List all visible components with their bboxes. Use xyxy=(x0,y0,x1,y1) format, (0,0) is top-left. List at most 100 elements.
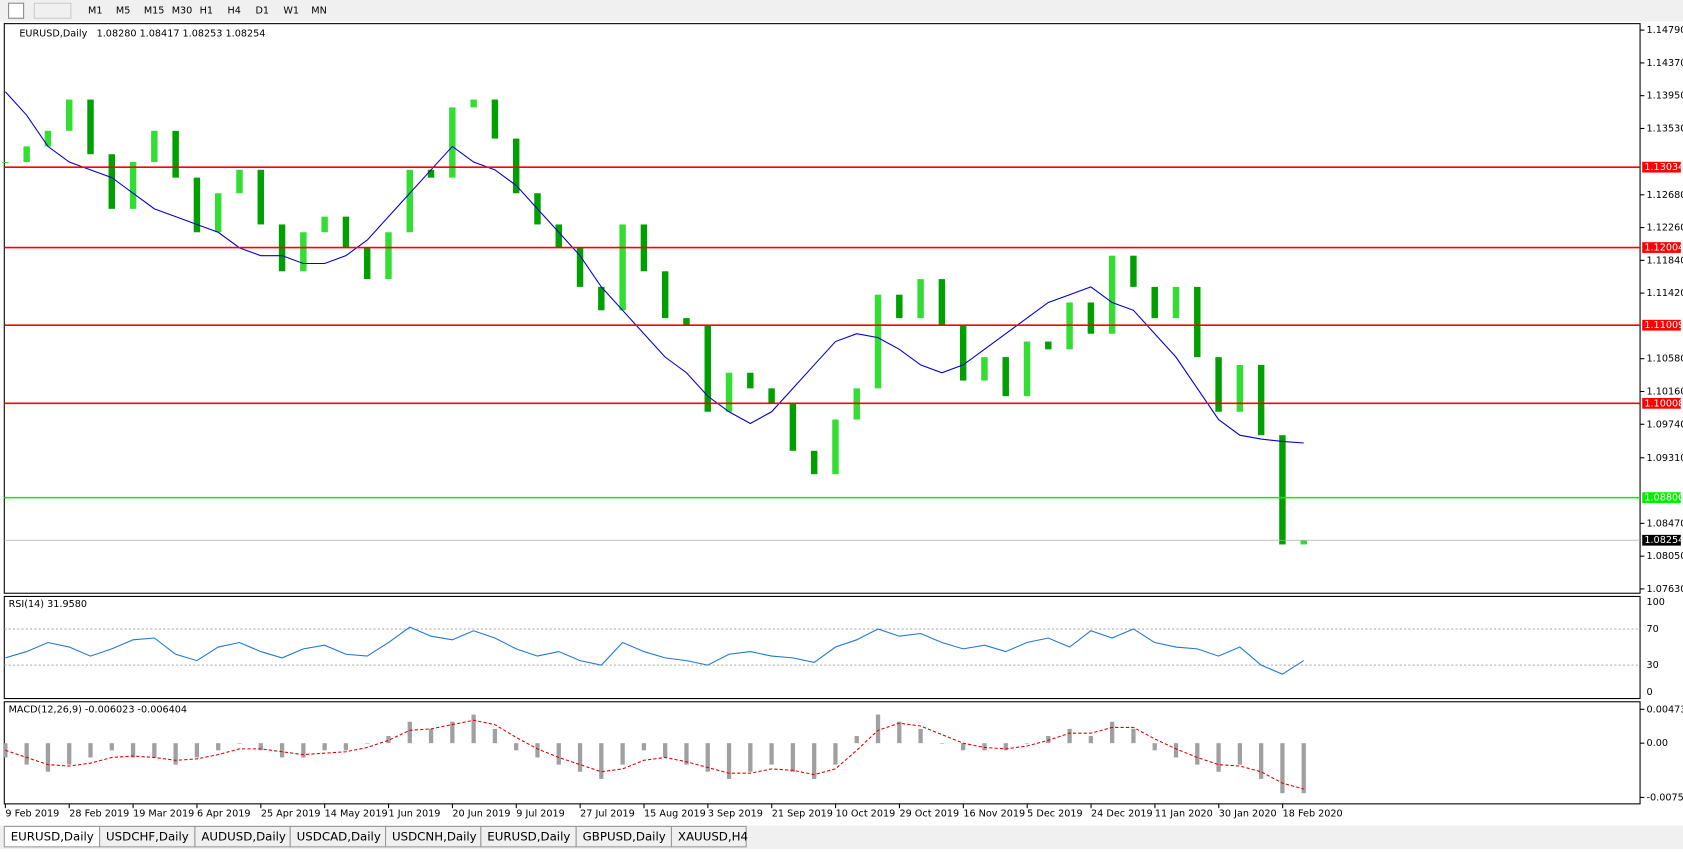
chart-tab-label[interactable]: AUDUSD,Daily xyxy=(201,830,286,844)
macd-bar xyxy=(1003,743,1008,751)
x-tick-label: 14 May 2019 xyxy=(325,809,388,820)
candle xyxy=(257,169,264,225)
macd-bar xyxy=(939,743,945,744)
candle xyxy=(619,224,626,311)
chart-tab[interactable] xyxy=(670,825,747,848)
chart-tab-label[interactable]: EURUSD,Daily xyxy=(11,830,94,844)
macd-bar xyxy=(24,743,29,765)
candle xyxy=(172,130,179,178)
candle xyxy=(810,450,818,475)
quote: 1.08280 1.08417 1.08253 1.08254 xyxy=(97,28,266,39)
macd-bar xyxy=(1067,728,1072,744)
x-tick-label: 6 Apr 2019 xyxy=(197,809,251,820)
macd-bar xyxy=(684,743,689,765)
timeframe-button[interactable]: H1 xyxy=(200,6,213,17)
rsi-tick-label: 70 xyxy=(1647,624,1659,635)
candle xyxy=(406,169,413,233)
macd-bar xyxy=(620,743,625,765)
candle xyxy=(512,138,520,194)
x-tick-label: 30 Jan 2020 xyxy=(1219,809,1277,820)
macd-bar xyxy=(67,743,72,765)
timeframe-button[interactable]: M1 xyxy=(88,6,102,17)
candle xyxy=(1215,357,1222,412)
timeframe-button[interactable]: H4 xyxy=(228,6,241,17)
macd-bar xyxy=(577,743,583,772)
macd-bar xyxy=(237,743,242,744)
chart-tab-label[interactable]: USDCNH,Daily xyxy=(392,830,477,844)
macd-bar xyxy=(1024,743,1030,744)
candle xyxy=(1130,255,1137,287)
candle xyxy=(704,325,711,412)
candle xyxy=(1194,286,1201,358)
candle xyxy=(1279,435,1286,545)
candle xyxy=(1151,286,1158,319)
timeframe-button[interactable]: D1 xyxy=(255,6,269,17)
macd-pane xyxy=(3,701,1641,805)
level-tag xyxy=(1642,397,1681,409)
candle xyxy=(874,294,882,389)
x-tick-label: 28 Feb 2019 xyxy=(69,809,129,820)
x-tick-label: 27 Jul 2019 xyxy=(580,809,635,820)
candle xyxy=(768,388,775,404)
candle xyxy=(151,130,158,163)
rsi-tick-label: 30 xyxy=(1647,660,1659,671)
candle xyxy=(214,193,222,233)
x-tick-label: 21 Sep 2019 xyxy=(772,809,833,820)
macd-bar xyxy=(1110,721,1115,744)
candle xyxy=(576,247,584,287)
text-tool[interactable] xyxy=(8,2,25,19)
y-tick-label: 1.11840 xyxy=(1647,255,1683,266)
candle xyxy=(300,232,307,272)
candle xyxy=(1172,286,1180,319)
candle xyxy=(236,169,243,194)
macd-bar xyxy=(152,743,157,758)
timeframe-button[interactable]: M30 xyxy=(172,6,193,17)
level-tag xyxy=(1642,319,1681,331)
chart-tab-label[interactable]: GBPUSD,Daily xyxy=(583,830,666,844)
chart-tab-label[interactable]: XAUUSD,H4 xyxy=(678,830,748,844)
chart-tab-label[interactable]: USDCAD,Daily xyxy=(297,830,381,844)
y-tick-label: 1.10160 xyxy=(1647,386,1683,397)
candle xyxy=(598,286,605,311)
macd-bar xyxy=(216,743,221,751)
macd-bar xyxy=(1173,743,1179,758)
macd-bar xyxy=(194,743,200,758)
y-tick-label: 1.08470 xyxy=(1647,518,1683,529)
x-tick-label: 5 Dec 2019 xyxy=(1027,809,1083,820)
macd-bar xyxy=(1131,728,1136,744)
timeframe-button[interactable]: M5 xyxy=(116,6,130,17)
y-tick-label: 1.14790 xyxy=(1647,25,1683,36)
macd-bar xyxy=(641,743,647,751)
y-tick-label: 1.13950 xyxy=(1647,91,1683,102)
chart-tab-label[interactable]: EURUSD,Daily xyxy=(487,830,570,844)
macd-bar xyxy=(173,743,178,765)
candle xyxy=(896,294,903,319)
macd-bar xyxy=(258,743,263,751)
rsi-tick-label: 100 xyxy=(1647,597,1665,608)
level-label: 1.11009 xyxy=(1644,320,1683,331)
candle xyxy=(427,169,435,178)
timeframe-button[interactable]: W1 xyxy=(283,6,299,17)
timeframe-button[interactable]: MN xyxy=(311,6,327,17)
chart-tab-label[interactable]: USDCHF,Daily xyxy=(106,830,189,844)
x-tick-label: 11 Jan 2020 xyxy=(1155,809,1213,820)
rsi-pane xyxy=(3,595,1641,700)
y-tick-label: 1.12260 xyxy=(1647,223,1683,234)
candle xyxy=(449,107,456,178)
candle xyxy=(470,99,477,108)
macd-tick-label: 0.004738 xyxy=(1647,704,1683,715)
y-tick-label: 1.11420 xyxy=(1647,288,1683,299)
timeframe-button[interactable]: M15 xyxy=(144,6,165,17)
level-tag xyxy=(1642,242,1681,253)
macd-bar xyxy=(897,721,902,744)
level-label: 1.10008 xyxy=(1644,398,1683,409)
candle xyxy=(1300,540,1307,545)
objects-tool[interactable] xyxy=(33,2,72,19)
candle xyxy=(1236,364,1244,412)
x-tick-label: 29 Oct 2019 xyxy=(899,809,959,820)
level-tag xyxy=(1642,492,1681,503)
candle xyxy=(1023,341,1031,397)
macd-bar xyxy=(301,743,306,758)
macd-bar xyxy=(1216,743,1221,772)
macd-bar xyxy=(599,743,604,779)
